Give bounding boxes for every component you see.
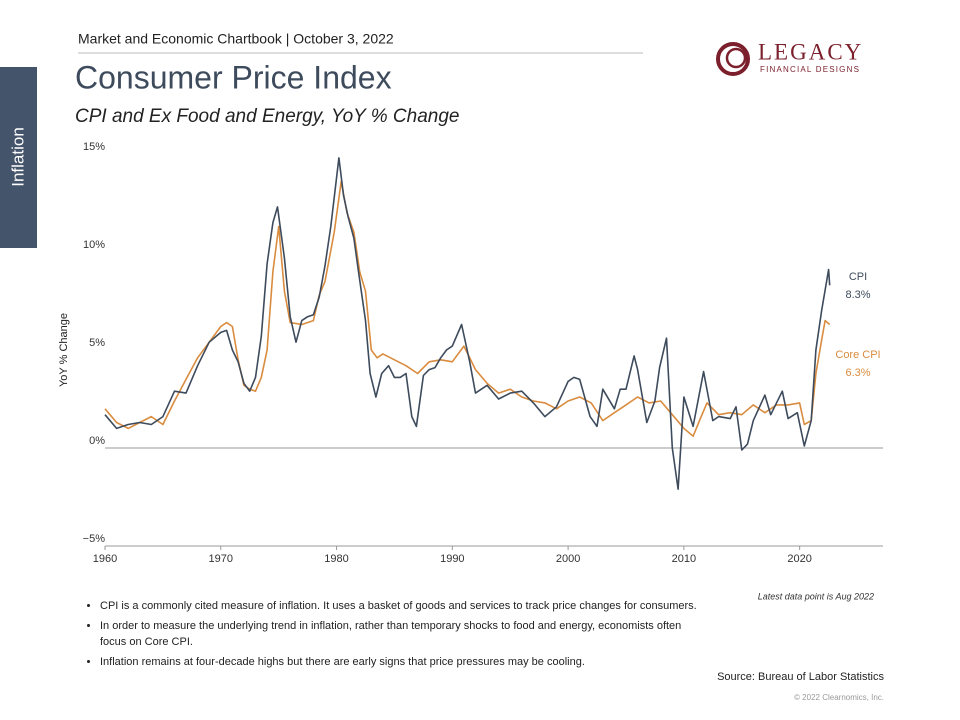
bullet: CPI is a commonly cited measure of infla…: [100, 598, 700, 614]
logo-ring: [716, 42, 750, 76]
y-tick-label: −5%: [83, 533, 106, 545]
copyright: © 2022 Clearnomics, Inc.: [794, 693, 884, 702]
y-axis-label: YoY % Change: [58, 313, 70, 387]
bullets: CPI is a commonly cited measure of infla…: [82, 598, 700, 674]
x-tick-label: 1980: [324, 553, 348, 565]
x-tick-label: 2020: [787, 553, 811, 565]
x-tick-label: 2000: [556, 553, 580, 565]
series-label: CPI: [849, 271, 867, 283]
logo-ring: [725, 47, 747, 69]
logo-name: LEGACY: [758, 39, 863, 64]
x-tick-label: 1970: [209, 553, 233, 565]
x-tick-label: 2010: [672, 553, 696, 565]
logo: LEGACY FINANCIAL DESIGNS: [716, 39, 863, 76]
series-end-label: 8.3%: [845, 289, 870, 301]
bullet: Inflation remains at four-decade highs b…: [100, 654, 700, 670]
series-label: Core CPI: [835, 349, 880, 361]
source: Source: Bureau of Labor Statistics: [717, 671, 884, 683]
note: Latest data point is Aug 2022: [758, 591, 874, 601]
y-tick-label: 10%: [83, 239, 105, 251]
series-end-label: 6.3%: [845, 367, 870, 379]
logo-tagline: FINANCIAL DESIGNS: [760, 65, 860, 74]
section-tab-label: Inflation: [8, 127, 27, 187]
chart-title: Consumer Price Index: [75, 59, 392, 95]
series-line: [104, 180, 831, 437]
y-tick-label: 0%: [89, 435, 105, 447]
chart-subtitle: CPI and Ex Food and Energy, YoY % Change: [75, 106, 459, 127]
y-tick-label: 15%: [83, 141, 105, 153]
y-tick-label: 5%: [89, 337, 105, 349]
bullet: In order to measure the underlying trend…: [100, 618, 700, 650]
x-tick-label: 1960: [93, 553, 117, 565]
section-tab: [0, 67, 37, 248]
x-tick-label: 1990: [440, 553, 464, 565]
series-line: [104, 157, 831, 490]
header: Market and Economic Chartbook | October …: [78, 31, 394, 47]
